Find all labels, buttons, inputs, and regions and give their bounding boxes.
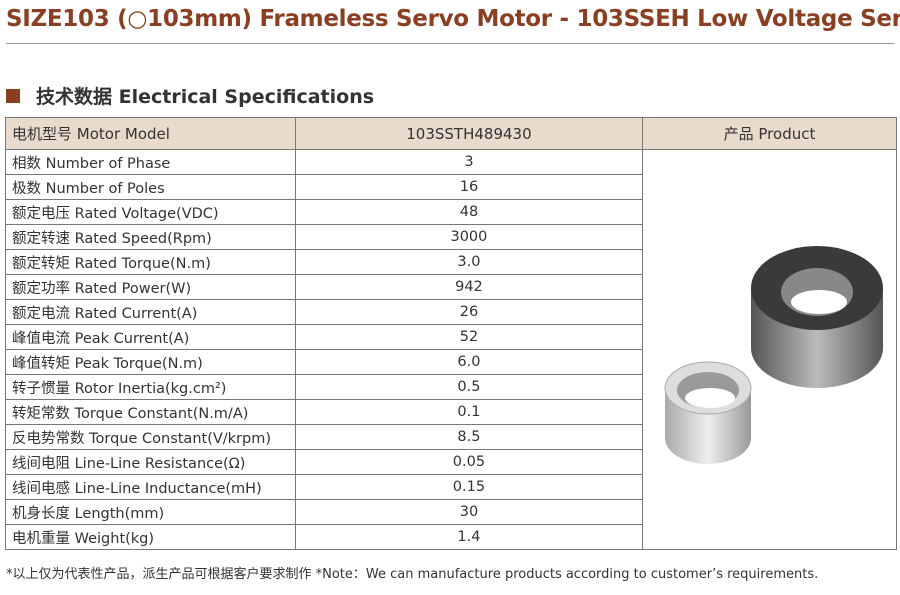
spec-value: 1.4 xyxy=(294,524,643,550)
spec-value: 26 xyxy=(294,299,643,325)
spec-label: 额定转速 Rated Speed(Rpm) xyxy=(5,224,296,250)
spec-value: 3 xyxy=(294,149,643,175)
spec-label: 额定电流 Rated Current(A) xyxy=(5,299,296,325)
table-row: 相数 Number of Phase 3 xyxy=(5,149,898,550)
spec-label: 电机重量 Weight(kg) xyxy=(5,524,296,550)
divider xyxy=(6,43,894,44)
spec-value: 0.5 xyxy=(294,374,643,400)
spec-label: 额定电压 Rated Voltage(VDC) xyxy=(5,199,296,225)
footnote: *以上仅为代表性产品，派生产品可根据客户要求制作 *Note：We can ma… xyxy=(6,567,819,582)
spec-label: 线间电阻 Line-Line Resistance(Ω) xyxy=(5,449,296,475)
header-product: 产品 Product xyxy=(641,117,898,150)
table-row: 峰值电流 Peak Current(A) 52 xyxy=(5,324,897,350)
spec-value: 8.5 xyxy=(294,424,643,450)
spec-label: 额定转矩 Rated Torque(N.m) xyxy=(5,249,296,275)
spec-label: 峰值转矩 Peak Torque(N.m) xyxy=(5,349,296,375)
spec-label: 极数 Number of Poles xyxy=(5,174,296,200)
spec-value: 6.0 xyxy=(294,349,643,375)
spec-value: 52 xyxy=(294,324,643,350)
spec-value: 16 xyxy=(294,174,643,200)
spec-label: 额定功率 Rated Power(W) xyxy=(5,274,296,300)
spec-value: 0.05 xyxy=(294,449,643,475)
table-row: 线间电感 Line-Line Inductance(mH) 0.15 xyxy=(5,474,897,500)
table-row: 电机重量 Weight(kg) 1.4 xyxy=(5,524,897,550)
spec-value: 0.1 xyxy=(294,399,643,425)
section-heading: 技术数据 Electrical Specifications xyxy=(6,82,374,109)
table-row: 峰值转矩 Peak Torque(N.m) 6.0 xyxy=(5,349,897,375)
spec-label: 转子惯量 Rotor Inertia(kg.cm²) xyxy=(5,374,296,400)
square-bullet-icon xyxy=(6,88,20,103)
spec-label: 峰值电流 Peak Current(A) xyxy=(5,324,296,350)
spec-value: 3.0 xyxy=(294,249,643,275)
header-model: 103SSTH489430 xyxy=(294,117,643,150)
page-title: SIZE103 (○103mm) Frameless Servo Motor -… xyxy=(6,6,900,32)
spec-value: 48 xyxy=(294,199,643,225)
spec-value: 942 xyxy=(294,274,643,300)
table-row: 额定功率 Rated Power(W) 942 xyxy=(5,274,897,300)
table-row: 额定电压 Rated Voltage(VDC) 48 xyxy=(5,199,897,225)
spec-label: 线间电感 Line-Line Inductance(mH) xyxy=(5,474,296,500)
spec-label: 相数 Number of Phase xyxy=(5,149,296,175)
header-label: 电机型号 Motor Model xyxy=(5,117,296,150)
motor-image-icon xyxy=(664,245,884,464)
table-header-row: 电机型号 Motor Model 103SSTH489430 产品 Produc… xyxy=(5,117,898,150)
spec-table: 电机型号 Motor Model 103SSTH489430 产品 Produc… xyxy=(5,117,898,550)
spec-value: 3000 xyxy=(294,224,643,250)
spec-label: 反电势常数 Torque Constant(V/krpm) xyxy=(5,424,296,450)
table-row: 额定电流 Rated Current(A) 26 xyxy=(5,299,897,325)
spec-label: 转矩常数 Torque Constant(N.m/A) xyxy=(5,399,296,425)
table-row: 反电势常数 Torque Constant(V/krpm) 8.5 xyxy=(5,424,897,450)
table-row: 极数 Number of Poles 16 xyxy=(5,174,897,200)
spec-value: 30 xyxy=(294,499,643,525)
table-row: 转矩常数 Torque Constant(N.m/A) 0.1 xyxy=(5,399,897,425)
table-row: 转子惯量 Rotor Inertia(kg.cm²) 0.5 xyxy=(5,374,897,400)
spec-value: 0.15 xyxy=(294,474,643,500)
spec-label: 机身长度 Length(mm) xyxy=(5,499,296,525)
section-title: 技术数据 Electrical Specifications xyxy=(36,86,375,108)
product-image xyxy=(641,149,898,550)
